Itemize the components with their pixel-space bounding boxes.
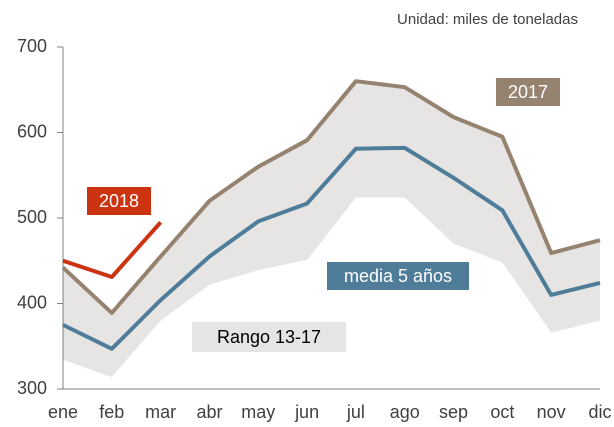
series-label-box <box>87 187 151 215</box>
x-tick-label: abr <box>196 402 222 422</box>
x-tick-label: ago <box>390 402 420 422</box>
range-label-box <box>192 322 346 352</box>
y-tick-label: 300 <box>17 378 47 398</box>
series-label: media 5 años <box>344 266 452 286</box>
x-tick-label: jul <box>346 402 365 422</box>
y-tick-label: 500 <box>17 207 47 227</box>
x-tick-label: oct <box>490 402 514 422</box>
series-label: 2018 <box>99 191 139 211</box>
range-band <box>63 81 600 378</box>
series-label: 2017 <box>508 82 548 102</box>
y-tick-label: 600 <box>17 121 47 141</box>
x-tick-label: feb <box>99 402 124 422</box>
x-tick-label: dic <box>588 402 611 422</box>
y-tick-label: 400 <box>17 292 47 312</box>
x-tick-label: sep <box>439 402 468 422</box>
x-tick-label: mar <box>145 402 176 422</box>
series-line <box>62 220 163 279</box>
x-tick-label: nov <box>537 402 566 422</box>
series-label-box <box>496 78 560 106</box>
series-line <box>61 79 601 315</box>
unit-label: Unidad: miles de toneladas <box>397 11 578 28</box>
series-line <box>62 145 601 351</box>
x-tick-label: ene <box>48 402 78 422</box>
x-tick-label: jun <box>294 402 319 422</box>
y-tick-label: 700 <box>17 36 47 56</box>
x-tick-label: may <box>241 402 275 422</box>
range-label: Rango 13-17 <box>217 327 321 347</box>
series-label-box <box>327 262 469 290</box>
